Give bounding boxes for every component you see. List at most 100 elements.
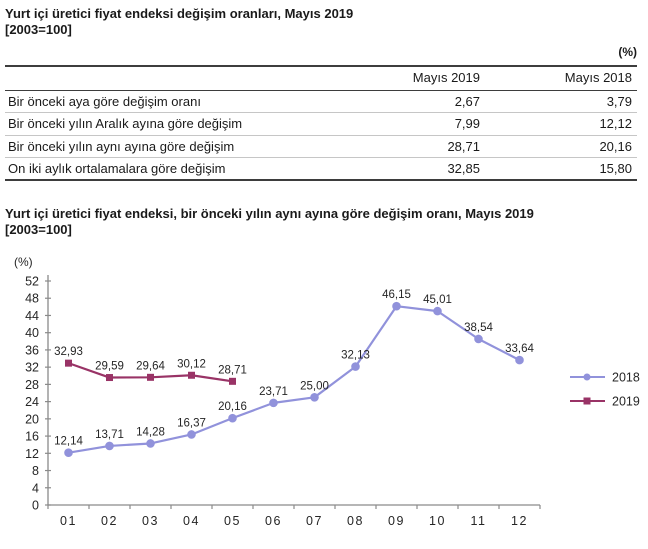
data-point-2018 — [351, 362, 360, 371]
data-point-2019 — [229, 377, 236, 385]
data-point-2018 — [392, 301, 401, 311]
data-label: 32,93 — [54, 346, 83, 358]
data-point-2018 — [269, 398, 278, 408]
legend: 2018 2019 — [570, 371, 640, 409]
y-tick-label: 16 — [25, 430, 39, 444]
chart-title: Yurt içi üretici fiyat endeksi, bir önce… — [5, 206, 534, 238]
header-empty — [5, 66, 333, 91]
x-axis: 01 02 03 04 05 06 07 08 09 10 11 12 — [47, 504, 541, 528]
y-tick-label: 12 — [25, 447, 39, 461]
x-tick-label: 11 — [471, 514, 487, 528]
y-tick-label: 36 — [25, 343, 39, 357]
data-label: 33,64 — [505, 343, 534, 355]
legend-label-2019: 2019 — [612, 395, 640, 409]
row-label: Bir önceki aya göre değişim oranı — [5, 90, 333, 113]
legend-label-2018: 2018 — [612, 371, 640, 385]
y-axis-unit-label: (%) — [14, 255, 33, 269]
y-tick-label: 52 — [25, 275, 39, 289]
series-line-2018 — [68, 305, 521, 454]
y-tick-label: 20 — [25, 412, 39, 426]
data-label: 14,28 — [136, 426, 165, 438]
legend-marker-2019 — [583, 397, 591, 405]
y-tick-label: 32 — [25, 361, 39, 375]
x-tick-label: 02 — [101, 514, 118, 528]
header-may-2018: Mayıs 2018 — [485, 66, 637, 91]
table-title-line2: [2003=100] — [5, 22, 72, 37]
table-body: Bir önceki aya göre değişim oranı 2,67 3,7… — [5, 90, 637, 180]
table-row: Bir önceki aya göre değişim oranı 2,67 3,7… — [5, 90, 637, 113]
y-tick-label: 0 — [32, 499, 39, 513]
y-tick-label: 40 — [25, 326, 39, 340]
row-value-2019: 2,67 — [333, 90, 485, 113]
chart-area: (%) 0 4 8 12 16 20 24 28 32 36 40 44 48 52 01 02 03 04 05 06… — [0, 250, 648, 544]
y-tick-label: 44 — [25, 309, 39, 323]
data-point-2018 — [433, 306, 442, 316]
row-value-2019: 28,71 — [333, 135, 485, 158]
x-tick-label: 10 — [429, 514, 446, 528]
table-header-row: Mayıs 2019 Mayıs 2018 — [5, 66, 637, 91]
data-point-2019 — [147, 373, 154, 381]
data-label: 29,64 — [136, 360, 165, 372]
index-change-table: Mayıs 2019 Mayıs 2018 Bir önceki aya gör… — [5, 65, 637, 181]
data-point-2018 — [146, 439, 155, 448]
table-title: Yurt içi üretici fiyat endeksi değişim o… — [5, 6, 353, 38]
chart-title-line2: [2003=100] — [5, 222, 72, 237]
legend-marker-2018 — [583, 373, 591, 381]
row-value-2018: 12,12 — [485, 112, 637, 136]
data-label: 28,71 — [218, 364, 247, 376]
data-point-2018 — [515, 355, 524, 365]
table-unit-label: (%) — [618, 45, 637, 59]
data-label: 12,14 — [54, 436, 83, 448]
y-tick-label: 28 — [25, 378, 39, 392]
y-tick-label: 24 — [25, 395, 39, 409]
data-label: 45,01 — [423, 294, 452, 306]
data-point-2018 — [310, 393, 319, 402]
row-label: Bir önceki yılın aynı ayına göre değişim — [5, 135, 333, 158]
series-2019: 32,93 29,59 29,64 30,12 28,71 — [54, 346, 247, 385]
row-value-2019: 7,99 — [333, 112, 485, 136]
chart-title-line1: Yurt içi üretici fiyat endeksi, bir önce… — [5, 206, 534, 221]
data-point-2018 — [64, 448, 73, 458]
data-point-2019 — [106, 374, 113, 382]
x-tick-label: 04 — [183, 514, 200, 528]
table-row: On iki aylık ortalamalara göre değişim 32… — [5, 158, 637, 181]
data-point-2018 — [105, 441, 114, 451]
y-tick-label: 8 — [32, 464, 39, 478]
data-point-2019 — [65, 359, 72, 367]
data-label: 30,12 — [177, 358, 206, 370]
data-label: 16,37 — [177, 417, 206, 429]
x-tick-label: 05 — [224, 514, 241, 528]
row-value-2018: 15,80 — [599, 161, 632, 176]
x-tick-label: 08 — [347, 514, 364, 528]
x-tick-label: 06 — [265, 514, 282, 528]
table-row: Bir önceki yılın aynı ayına göre değişim… — [5, 135, 637, 158]
data-label: 23,71 — [259, 386, 288, 398]
x-tick-label: 12 — [511, 514, 528, 528]
x-tick-label: 03 — [142, 514, 159, 528]
y-tick-label: 4 — [32, 481, 39, 495]
data-label: 29,59 — [95, 361, 124, 373]
data-point-2019 — [188, 371, 195, 379]
x-tick-label: 07 — [306, 514, 323, 528]
table-row: Bir önceki yılın Aralık ayına göre değiş… — [5, 112, 637, 136]
data-label: 25,00 — [300, 380, 329, 392]
data-label: 32,13 — [341, 350, 370, 362]
table-title-line1: Yurt içi üretici fiyat endeksi değişim o… — [5, 6, 354, 21]
header-may-2019: Mayıs 2019 — [333, 66, 485, 91]
data-point-2018 — [187, 430, 196, 439]
data-point-2018 — [474, 334, 483, 344]
data-label: 46,15 — [382, 289, 411, 301]
data-label: 20,16 — [218, 401, 247, 413]
row-value-2018: 20,16 — [485, 135, 637, 158]
series-2018: 12,14 13,71 14,28 16,37 20,16 23,71 25,00 32,13… — [54, 289, 534, 458]
row-label: On iki aylık ortalamalara göre değişim — [8, 161, 226, 176]
x-tick-label: 09 — [388, 514, 405, 528]
x-tick-label: 01 — [60, 514, 77, 528]
row-value-2018: 3,79 — [485, 90, 637, 113]
y-tick-label: 48 — [25, 292, 39, 306]
data-point-2018 — [228, 413, 237, 423]
row-label: Bir önceki yılın Aralık ayına göre değiş… — [5, 112, 333, 136]
data-label: 38,54 — [464, 322, 493, 334]
